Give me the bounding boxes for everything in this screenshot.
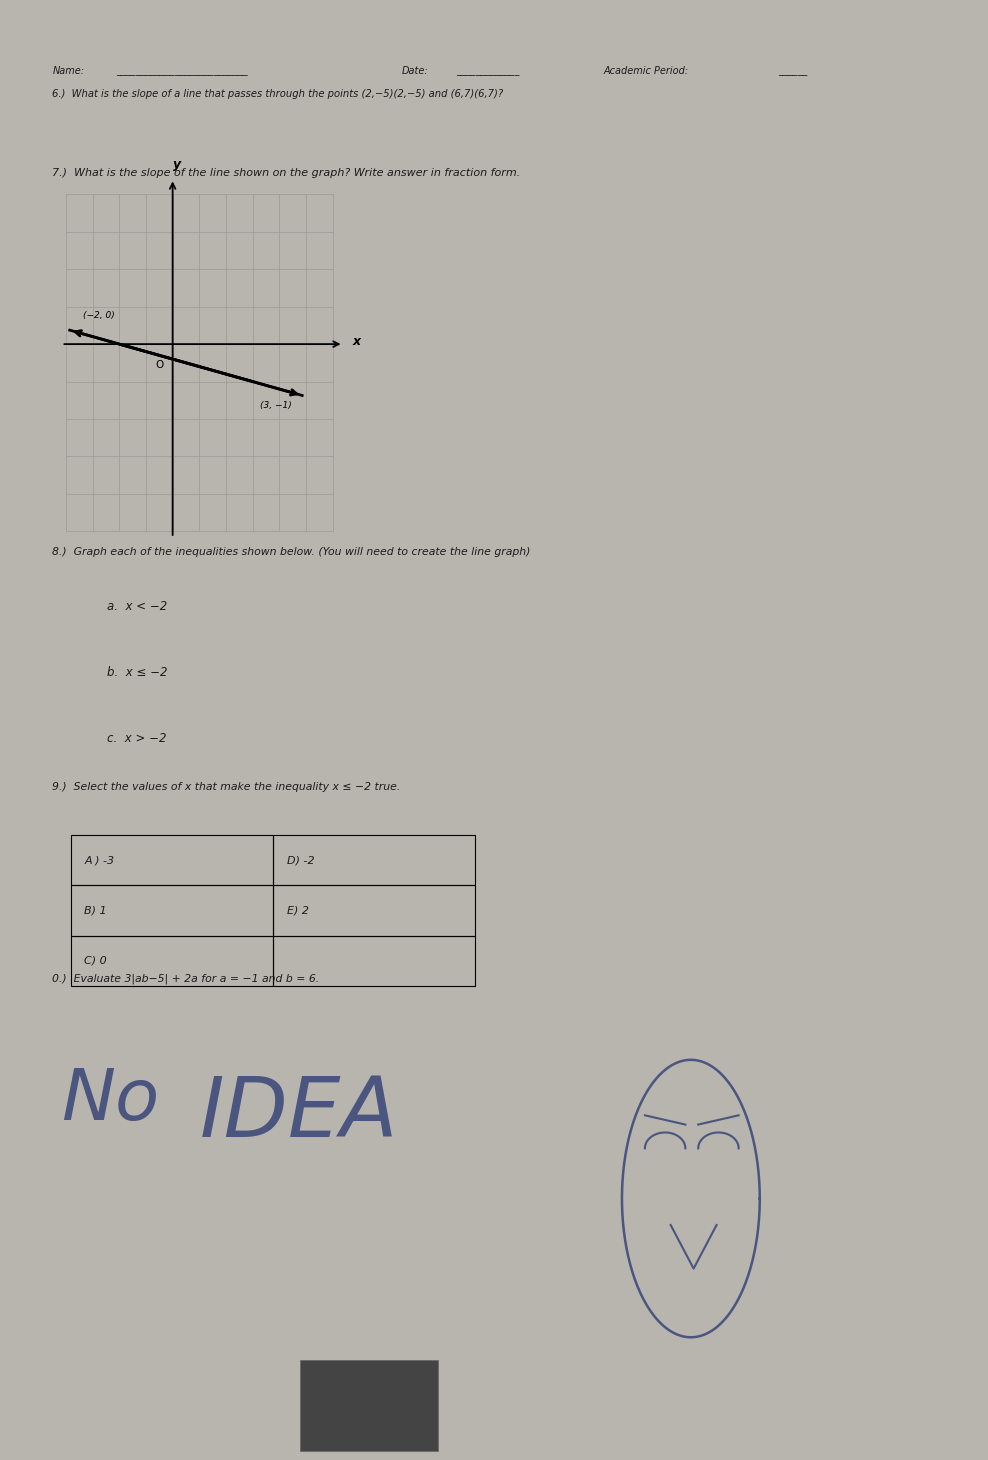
Text: Date:: Date: (401, 66, 428, 76)
Bar (273, 936, 475, 986)
Text: E) 2: E) 2 (287, 905, 308, 915)
Text: ______: ______ (779, 66, 807, 76)
Bar (273, 835, 475, 885)
Text: IDEA: IDEA (200, 1073, 398, 1153)
Text: A ) -3: A ) -3 (84, 856, 115, 866)
Text: _____________: _____________ (456, 66, 520, 76)
Text: y: y (173, 158, 181, 171)
Text: ___________________________: ___________________________ (117, 66, 248, 76)
Text: a.  x < −2: a. x < −2 (108, 600, 168, 613)
Text: 8.)  Graph each of the inequalities shown below. (You will need to create the li: 8.) Graph each of the inequalities shown… (52, 548, 531, 558)
Text: 9.)  Select the values of x that make the inequality x ≤ −2 true.: 9.) Select the values of x that make the… (52, 783, 401, 793)
Text: O: O (156, 361, 164, 369)
Text: b.  x ≤ −2: b. x ≤ −2 (108, 666, 168, 679)
Bar (71, 835, 273, 885)
Bar (71, 936, 273, 986)
Text: c.  x > −2: c. x > −2 (108, 731, 167, 745)
Text: 0.)  Evaluate 3|ab−5| + 2a for a = −1 and b = 6.: 0.) Evaluate 3|ab−5| + 2a for a = −1 and… (52, 974, 319, 984)
Text: (−2, 0): (−2, 0) (83, 311, 115, 320)
Text: C) 0: C) 0 (84, 956, 107, 965)
Bar (273, 885, 475, 936)
Text: B) 1: B) 1 (84, 905, 107, 915)
Text: Name:: Name: (52, 66, 84, 76)
Bar (300, 1359, 438, 1451)
Text: No: No (61, 1066, 160, 1136)
Text: 7.)  What is the slope of the line shown on the graph? Write answer in fraction : 7.) What is the slope of the line shown … (52, 168, 521, 178)
Text: Academic Period:: Academic Period: (604, 66, 689, 76)
Text: 6.)  What is the slope of a line that passes through the points (2,−5)(2,−5) and: 6.) What is the slope of a line that pas… (52, 89, 504, 99)
Text: D) -2: D) -2 (287, 856, 314, 866)
Text: (3, −1): (3, −1) (260, 402, 291, 410)
Bar (71, 885, 273, 936)
Text: x: x (353, 334, 361, 347)
